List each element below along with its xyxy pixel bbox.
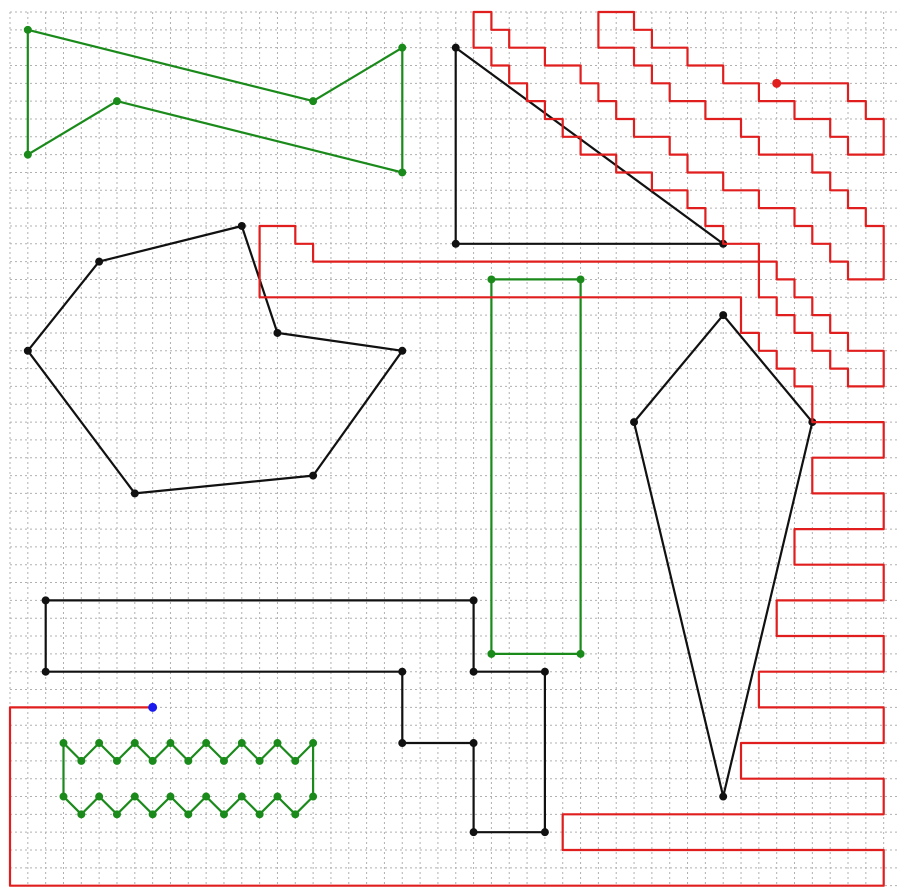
green-zigzag-band-vertex[interactable] bbox=[95, 739, 104, 748]
black-hexagon-outline bbox=[26, 224, 404, 495]
green-zigzag-band-vertex[interactable] bbox=[77, 810, 86, 819]
black-triangle-outline bbox=[454, 46, 725, 245]
green-zigzag-band-vertex[interactable] bbox=[273, 792, 282, 801]
green-zigzag-band-vertex[interactable] bbox=[202, 739, 211, 748]
green-zigzag-band-vertex[interactable] bbox=[291, 810, 300, 819]
green-zigzag-band-vertex[interactable] bbox=[166, 739, 175, 748]
green-zigzag-band-vertex[interactable] bbox=[184, 810, 193, 819]
green-zigzag-band-vertex[interactable] bbox=[291, 756, 300, 765]
green-zigzag-band-vertex[interactable] bbox=[112, 756, 121, 765]
green-zigzag-band-vertex[interactable] bbox=[59, 739, 68, 748]
shape-layer bbox=[8, 10, 885, 887]
green-zigzag-band-vertex[interactable] bbox=[148, 756, 157, 765]
black-corridor-vertex[interactable] bbox=[469, 596, 478, 605]
green-zigzag-band-vertex[interactable] bbox=[59, 792, 68, 801]
green-zigzag-band-vertex[interactable] bbox=[166, 792, 175, 801]
black-hexagon[interactable] bbox=[23, 221, 407, 498]
green-bowtie-vertex[interactable] bbox=[398, 168, 407, 177]
green-bowtie-vertex[interactable] bbox=[398, 43, 407, 52]
green-zigzag-band-vertex[interactable] bbox=[237, 792, 246, 801]
black-triangle-vertex[interactable] bbox=[451, 43, 460, 52]
black-triangle[interactable] bbox=[451, 43, 728, 248]
green-zigzag-band[interactable] bbox=[59, 739, 318, 819]
green-zigzag-band-vertex[interactable] bbox=[273, 739, 282, 748]
green-zigzag-band-vertex[interactable] bbox=[219, 756, 228, 765]
black-hexagon-vertex[interactable] bbox=[237, 221, 246, 230]
black-corridor-vertex[interactable] bbox=[469, 739, 478, 748]
green-bowtie-vertex[interactable] bbox=[309, 97, 318, 106]
black-triangle-vertex[interactable] bbox=[451, 239, 460, 248]
green-zigzag-band-vertex[interactable] bbox=[309, 792, 318, 801]
path-start-dot[interactable] bbox=[772, 78, 782, 88]
green-bowtie-vertex[interactable] bbox=[23, 150, 32, 159]
green-zigzag-band-vertex[interactable] bbox=[130, 739, 139, 748]
black-hexagon-vertex[interactable] bbox=[23, 346, 32, 355]
green-zigzag-band-vertex[interactable] bbox=[148, 810, 157, 819]
black-kite-vertex[interactable] bbox=[719, 792, 728, 801]
green-zigzag-band-vertex[interactable] bbox=[184, 756, 193, 765]
black-corridor-vertex[interactable] bbox=[540, 667, 549, 676]
green-zigzag-band-vertex[interactable] bbox=[255, 810, 264, 819]
black-corridor-vertex[interactable] bbox=[41, 667, 50, 676]
green-bowtie-vertex[interactable] bbox=[23, 25, 32, 34]
green-zigzag-band-vertex[interactable] bbox=[95, 792, 104, 801]
green-tall-rectangle-vertex[interactable] bbox=[487, 275, 496, 284]
green-tall-rectangle[interactable] bbox=[487, 275, 585, 658]
black-kite-vertex[interactable] bbox=[719, 311, 728, 320]
green-tall-rectangle-vertex[interactable] bbox=[487, 649, 496, 658]
marker-layer bbox=[148, 78, 782, 712]
green-zigzag-band-vertex[interactable] bbox=[255, 756, 264, 765]
black-hexagon-vertex[interactable] bbox=[309, 471, 318, 480]
black-corridor-vertex[interactable] bbox=[540, 828, 549, 837]
green-zigzag-band-vertex[interactable] bbox=[202, 792, 211, 801]
black-hexagon-vertex[interactable] bbox=[398, 346, 407, 355]
red-snake-path[interactable] bbox=[8, 10, 885, 887]
green-zigzag-band-vertex[interactable] bbox=[237, 739, 246, 748]
green-zigzag-band-vertex[interactable] bbox=[112, 810, 121, 819]
black-corridor-vertex[interactable] bbox=[469, 828, 478, 837]
green-tall-rectangle-vertex[interactable] bbox=[576, 275, 585, 284]
green-bowtie-vertex[interactable] bbox=[112, 97, 121, 106]
black-corridor[interactable] bbox=[41, 596, 549, 837]
black-corridor-vertex[interactable] bbox=[398, 667, 407, 676]
black-hexagon-vertex[interactable] bbox=[95, 257, 104, 266]
red-snake-path-outline bbox=[8, 10, 885, 887]
path-end-dot[interactable] bbox=[148, 702, 158, 712]
green-zigzag-band-vertex[interactable] bbox=[309, 739, 318, 748]
black-hexagon-vertex[interactable] bbox=[273, 328, 282, 337]
black-corridor-vertex[interactable] bbox=[398, 739, 407, 748]
green-tall-rectangle-vertex[interactable] bbox=[576, 649, 585, 658]
green-zigzag-band-vertex[interactable] bbox=[130, 792, 139, 801]
green-zigzag-band-vertex[interactable] bbox=[219, 810, 228, 819]
black-corridor-vertex[interactable] bbox=[41, 596, 50, 605]
green-bowtie[interactable] bbox=[23, 25, 407, 177]
green-zigzag-band-vertex[interactable] bbox=[77, 756, 86, 765]
black-kite-vertex[interactable] bbox=[630, 418, 639, 427]
black-hexagon-vertex[interactable] bbox=[130, 489, 139, 498]
black-kite[interactable] bbox=[630, 311, 817, 801]
black-corridor-vertex[interactable] bbox=[469, 667, 478, 676]
